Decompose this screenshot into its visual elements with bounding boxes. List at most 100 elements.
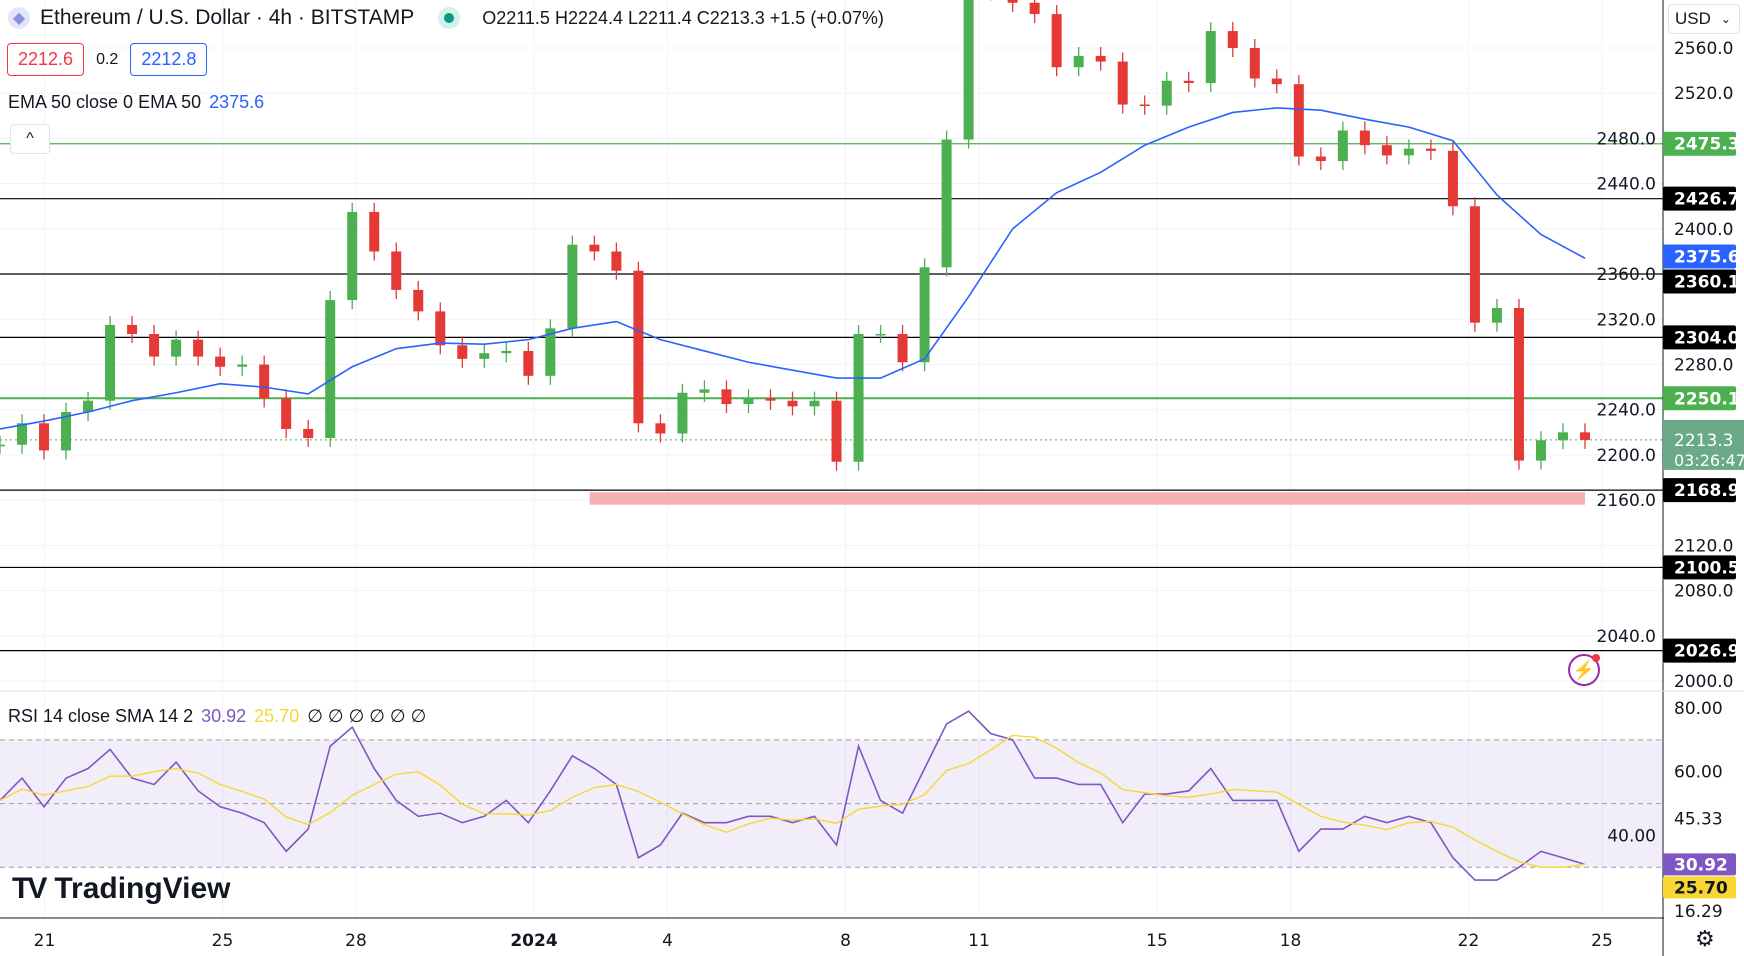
price-tick-label: 2440.0 (1597, 175, 1656, 195)
candle-body (325, 300, 336, 438)
settings-gear-icon[interactable]: ⚙ (1695, 926, 1715, 951)
candle-body (1580, 432, 1590, 440)
price-tick-label: 2320.0 (1597, 310, 1656, 330)
level-badge-bg (1663, 269, 1736, 294)
ema50-line (0, 107, 1586, 430)
candle-body (259, 364, 270, 399)
candle-body (1007, 0, 1018, 3)
candle-body (369, 211, 380, 252)
candle-body (809, 400, 820, 407)
candle-body (523, 350, 534, 376)
ema-legend[interactable]: EMA 50 close 0 EMA 50 2375.6 (8, 92, 264, 113)
candle-body (545, 328, 556, 376)
candle-body (1117, 61, 1128, 105)
rsi-legend[interactable]: RSI 14 close SMA 14 2 30.92 25.70 ∅ ∅ ∅ … (8, 706, 426, 727)
rsi-sma-line (0, 734, 1586, 868)
level-badge: 2360.1 (1674, 272, 1740, 292)
rsi-line (0, 710, 1586, 881)
market-status-icon[interactable] (438, 7, 461, 29)
bid-ask: 2212.6 0.2 2212.8 (7, 43, 208, 76)
ema-badge-bg (1663, 244, 1736, 269)
level-badge: 2250.1 (1674, 389, 1740, 409)
rsi-label: RSI 14 close SMA 14 2 (8, 706, 194, 726)
rsi-badge-bg (1663, 853, 1736, 876)
candle-body (215, 356, 226, 367)
candle-body (655, 423, 666, 434)
level-badge-bg (1663, 131, 1736, 156)
price-tick-label: 2480.0 (1597, 129, 1656, 149)
last-price-badge-bg (1663, 419, 1744, 470)
rsi-badge: 25.70 (1674, 878, 1728, 898)
candle-body (1271, 78, 1282, 85)
level-badge-bg (1663, 325, 1736, 350)
candle-body (193, 339, 204, 357)
candle-body (787, 400, 798, 407)
sell-button[interactable]: 2212.6 (7, 43, 85, 76)
candle-body (1447, 150, 1458, 207)
chevron-up-icon: ^ (26, 130, 34, 147)
candle-body (1029, 2, 1040, 15)
level-badge-bg (1663, 386, 1736, 411)
candle-body (1073, 55, 1084, 68)
price-tick-label: 2520.0 (1674, 84, 1733, 104)
candle-body (391, 251, 402, 290)
candle-body (413, 289, 424, 312)
candle-body (1557, 432, 1568, 441)
candle-body (589, 244, 600, 252)
candle-body (721, 389, 732, 405)
price-tick-label: 2560.0 (1674, 39, 1733, 59)
currency-label: USD (1675, 9, 1711, 28)
ema-label: EMA 50 close 0 EMA 50 (8, 92, 202, 112)
rsi-badge-bg (1663, 876, 1736, 899)
time-tick-label: 21 (34, 931, 56, 951)
candle-body (149, 333, 160, 357)
rsi-badge: 16.29 (1674, 902, 1723, 922)
time-tick-label: 4 (662, 931, 673, 951)
candle-body (831, 400, 842, 462)
candle-body (1425, 148, 1436, 151)
candle-body (479, 353, 490, 359)
level-badge-bg (1663, 478, 1736, 503)
candle-body (611, 251, 622, 271)
level-badge: 2026.9 (1674, 642, 1740, 662)
candle-body (1205, 31, 1216, 84)
price-tick-label: 2360.0 (1597, 265, 1656, 285)
candle-body (1139, 104, 1150, 107)
candle-body (1051, 14, 1062, 68)
level-badge: 2168.9 (1674, 481, 1740, 501)
candle-body (699, 389, 710, 393)
currency-select[interactable]: USD ⌄ (1668, 4, 1740, 34)
time-tick-label: 8 (840, 931, 851, 951)
ema-badge: 2375.6 (1674, 247, 1740, 267)
candle-body (237, 364, 248, 367)
rsi-tick-label: 40.00 (1607, 826, 1656, 846)
chevron-down-icon: ⌄ (1720, 12, 1731, 26)
candle-body (963, 0, 974, 140)
price-tick-label: 2080.0 (1674, 582, 1733, 602)
time-tick-label: 25 (212, 931, 234, 951)
candles (0, 0, 1590, 471)
spread: 0.2 (96, 50, 119, 68)
candle-body (1095, 55, 1106, 62)
candle-body (303, 428, 314, 438)
time-tick-label: 15 (1146, 931, 1168, 951)
candle-body (171, 339, 182, 357)
level-badge: 2475.3 (1674, 135, 1740, 155)
symbol-title[interactable]: Ethereum / U.S. Dollar · 4h · BITSTAMP (40, 6, 415, 29)
candle-body (1469, 206, 1480, 323)
ethereum-icon: ◆ (8, 7, 30, 29)
candle-body (1337, 130, 1348, 162)
collapse-legend-button[interactable]: ^ (10, 124, 50, 154)
candle-body (347, 211, 358, 301)
rsi-tick-label: 60.00 (1674, 763, 1723, 783)
candle-body (1227, 31, 1238, 48)
candle-body (919, 267, 930, 363)
lightning-alert-icon[interactable]: ⚡ (1568, 654, 1600, 686)
price-tick-label: 2120.0 (1674, 536, 1733, 556)
support-zone (589, 492, 1585, 505)
candle-body (127, 324, 138, 334)
buy-button[interactable]: 2212.8 (130, 43, 208, 76)
candle-body (457, 345, 468, 359)
rsi-value: 30.92 (201, 706, 247, 726)
